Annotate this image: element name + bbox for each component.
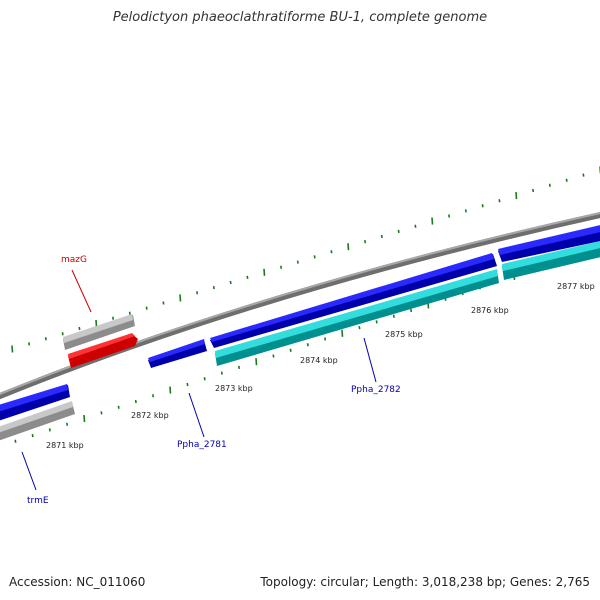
trmE-leader [21,451,37,491]
minor-tick [44,337,47,341]
major-tick [95,319,98,327]
minor-tick [31,433,34,438]
minor-tick [306,343,309,347]
major-tick [347,243,350,251]
major-tick [11,345,14,353]
major-tick [83,415,86,423]
gene-blue-long[interactable] [210,253,497,348]
minor-tick [313,255,316,259]
minor-tick [289,348,292,352]
Ppha_2781-leader [188,392,205,438]
minor-tick [481,204,484,208]
minor-tick [220,371,223,375]
minor-tick [28,342,31,346]
minor-tick [414,224,417,228]
minor-tick [464,209,467,213]
minor-tick [134,399,137,404]
scale-label-2874: 2874 kbp [300,356,338,365]
major-tick [255,358,258,366]
minor-tick [582,173,585,177]
gene-Ppha_2782[interactable] [215,269,499,366]
scale-label-2877: 2877 kbp [557,282,595,291]
gene-trmE[interactable] [0,384,70,422]
gene-mazG[interactable] [68,333,138,368]
minor-tick [364,239,367,244]
minor-tick [532,188,535,193]
minor-tick [203,377,206,381]
minor-tick [212,285,215,290]
major-tick [179,294,182,302]
scale-label-2873: 2873 kbp [215,384,253,393]
scale-label-2876: 2876 kbp [471,306,509,315]
minor-tick [196,291,199,295]
gene-label-Ppha_2781: Ppha_2781 [177,440,227,450]
minor-tick [330,250,333,254]
gene-label-mazG: mazG [61,255,87,265]
minor-tick [117,405,120,409]
genome-backbone [0,212,600,400]
minor-tick [498,199,501,203]
scale-label-2875: 2875 kbp [385,330,423,339]
Ppha_2782-leader [363,337,377,383]
minor-tick [152,394,155,398]
major-tick [431,217,434,225]
minor-tick [358,325,361,330]
minor-tick [280,265,283,269]
minor-tick [162,301,165,305]
minor-tick [392,314,395,318]
minor-tick [61,332,64,336]
mazG-leader [71,269,92,313]
major-tick [515,192,518,200]
minor-tick [410,308,413,313]
scale-label-2872: 2872 kbp [131,411,169,420]
minor-tick [375,320,378,324]
minor-tick [397,229,400,234]
minor-tick [448,214,451,218]
major-tick [169,386,172,394]
gene-Ppha_2781[interactable] [148,339,207,368]
genome-summary: Topology: circular; Length: 3,018,238 bp… [260,575,590,589]
minor-tick [324,337,327,341]
minor-tick [246,275,249,280]
minor-tick [238,365,241,370]
outer-tick-track [11,166,600,353]
minor-tick [296,260,299,264]
minor-tick [78,326,81,331]
minor-tick [128,311,131,315]
scale-label-2871: 2871 kbp [46,441,84,450]
gene-mazG-upper[interactable] [63,314,135,350]
minor-tick [48,428,51,432]
gene-label-Ppha_2782: Ppha_2782 [351,385,401,395]
gene-trmE-gray[interactable] [0,401,75,442]
gene-blue-right[interactable] [498,224,600,262]
map-title: Pelodictyon phaeoclathratiforme BU-1, co… [112,10,488,25]
minor-tick [186,382,189,387]
gene-cyan-right[interactable] [502,240,600,280]
minor-tick [548,183,551,187]
gene-label-trmE: trmE [27,496,49,506]
minor-tick [145,306,148,310]
minor-tick [66,422,69,426]
minor-tick [14,439,17,443]
minor-tick [565,178,568,182]
minor-tick [112,316,115,320]
minor-tick [229,280,232,285]
minor-tick [100,411,103,415]
major-tick [263,268,266,276]
minor-tick [380,234,383,239]
accession-label: Accession: NC_011060 [9,575,146,589]
major-tick [341,329,344,337]
minor-tick [272,354,275,358]
